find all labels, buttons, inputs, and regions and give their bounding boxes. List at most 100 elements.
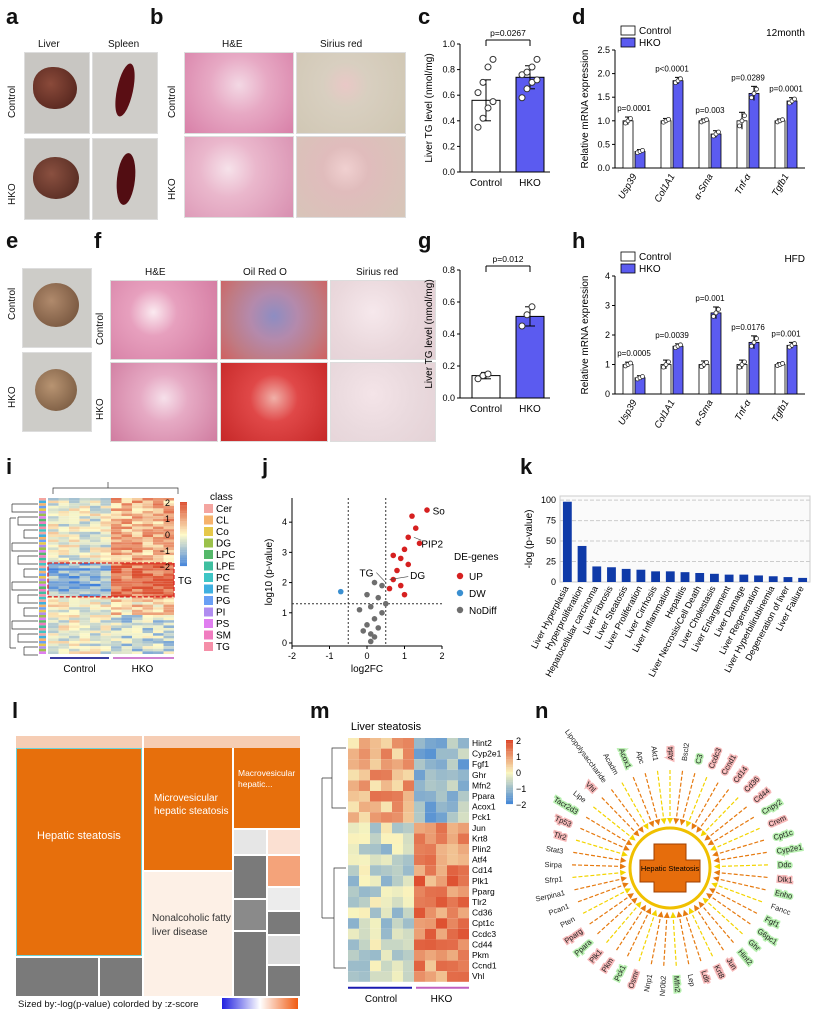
heatmap-cell: [111, 625, 122, 628]
heatmap-cell: [359, 928, 370, 940]
heatmap-cell: [153, 612, 164, 615]
heatmap-cell: [69, 544, 80, 548]
heatmap-cell: [414, 939, 425, 950]
heatmap-cell: [90, 607, 101, 610]
heatmap-cell: [392, 939, 403, 950]
scale-cell: [506, 765, 513, 768]
pathway-bar: [710, 573, 719, 582]
heatmap-cell: [153, 620, 164, 623]
heatmap-cell: [69, 576, 80, 579]
heatmap-cell: [132, 557, 143, 561]
heatmap-cell: [100, 646, 111, 649]
treemap-label-nafld: Nonalcoholic fatty liver disease: [152, 913, 231, 938]
pathway-bar: [592, 566, 602, 582]
heatmap-cell: [142, 628, 153, 631]
f-sirius-hko-image: [330, 362, 436, 442]
network-edge: [698, 901, 734, 944]
heatmap-cell: [69, 552, 80, 556]
heatmap-cell: [132, 513, 143, 517]
heatmap-cell: [100, 568, 111, 571]
heatmap-cell: [48, 539, 59, 543]
x-tick-label: Control: [470, 178, 502, 189]
bar-control: [698, 364, 710, 395]
heatmap-cell: [90, 568, 101, 571]
heatmap-cell: [163, 625, 174, 628]
scale-cell: [506, 756, 513, 758]
heatmap-cell: [111, 516, 122, 519]
heatmap-cell: [370, 918, 381, 929]
heatmap-cell: [458, 780, 469, 791]
heatmap-cell: [90, 516, 101, 519]
panel-label-l: l: [12, 698, 19, 723]
class-strip-cell: [39, 534, 46, 537]
heatmap-cell: [163, 609, 174, 613]
row-dendrogram: [23, 607, 38, 617]
heatmap-cell: [458, 928, 469, 940]
network-gene-label: Sirpa: [544, 860, 563, 870]
heatmap-cell: [48, 586, 59, 589]
heatmap-cell: [163, 521, 174, 524]
panel-label-a: a: [6, 4, 19, 29]
heatmap-cell: [153, 602, 164, 605]
edge-arrow: [691, 822, 698, 830]
y-tick-label: 75: [546, 516, 556, 526]
scale-cell: [180, 505, 187, 507]
heatmap-cell: [403, 833, 414, 844]
heatmap-cell: [132, 604, 143, 608]
class-strip-cell: [39, 609, 46, 613]
heatmap-cell: [142, 591, 153, 595]
y-tick-label: 3: [282, 547, 287, 557]
heatmap-cell: [359, 960, 370, 972]
f-row-control: Control: [95, 312, 106, 345]
heatmap-cell: [58, 622, 69, 626]
heatmap-cell: [79, 498, 90, 501]
heatmap-cell: [58, 568, 69, 571]
scale-cell: [180, 558, 187, 560]
group-label-hko: HKO: [431, 994, 453, 1005]
gene-label: Tlr2: [472, 897, 487, 907]
scale-cell: [506, 740, 513, 742]
scale-cell: [180, 513, 187, 515]
point-nodiff: [379, 582, 385, 589]
heatmap-cell: [436, 907, 447, 919]
heatmap-cell: [48, 607, 59, 610]
liver-control-hfd-photo: [22, 268, 92, 348]
class-strip-cell: [39, 568, 46, 571]
heatmap-cell: [111, 500, 122, 504]
liver-hko-hfd-photo: [22, 352, 92, 432]
heatmap-cell: [79, 646, 90, 649]
heatmap-cell: [348, 854, 359, 866]
heatmap-cell: [425, 960, 436, 972]
data-point: [640, 147, 645, 153]
heatmap-cell: [69, 578, 80, 582]
network-edge: [680, 773, 696, 826]
heatmap-cell: [58, 643, 69, 647]
heatmap-cell: [132, 620, 143, 623]
heatmap-cell: [163, 534, 174, 537]
heatmap-cell: [348, 960, 359, 972]
heatmap-cell: [58, 513, 69, 517]
class-strip-cell: [39, 641, 46, 644]
heatmap-cell: [121, 526, 132, 530]
network-gene-label: Osmr: [626, 969, 640, 990]
f-sirius-control-image: [330, 280, 436, 360]
point-up: [397, 555, 404, 562]
heatmap-cell: [90, 643, 101, 647]
heatmap-cell: [381, 854, 392, 866]
heatmap-cell: [121, 622, 132, 626]
heatmap-cell: [121, 503, 132, 506]
heatmap-cell: [100, 550, 111, 553]
heatmap-cell: [447, 875, 458, 887]
heatmap-cell: [69, 516, 80, 519]
heatmap-cell: [100, 511, 111, 514]
heatmap-cell: [121, 511, 132, 514]
heatmap-cell: [121, 586, 132, 589]
edge-arrow: [622, 882, 629, 889]
group-label-control: Control: [63, 664, 95, 675]
network-edge: [713, 864, 768, 868]
y-tick-label: 2.0: [597, 69, 610, 79]
network-gene-label: Dlk1: [777, 874, 793, 884]
scale-cell: [506, 748, 513, 750]
heatmap-cell: [142, 630, 153, 634]
heatmap-cell: [163, 516, 174, 519]
